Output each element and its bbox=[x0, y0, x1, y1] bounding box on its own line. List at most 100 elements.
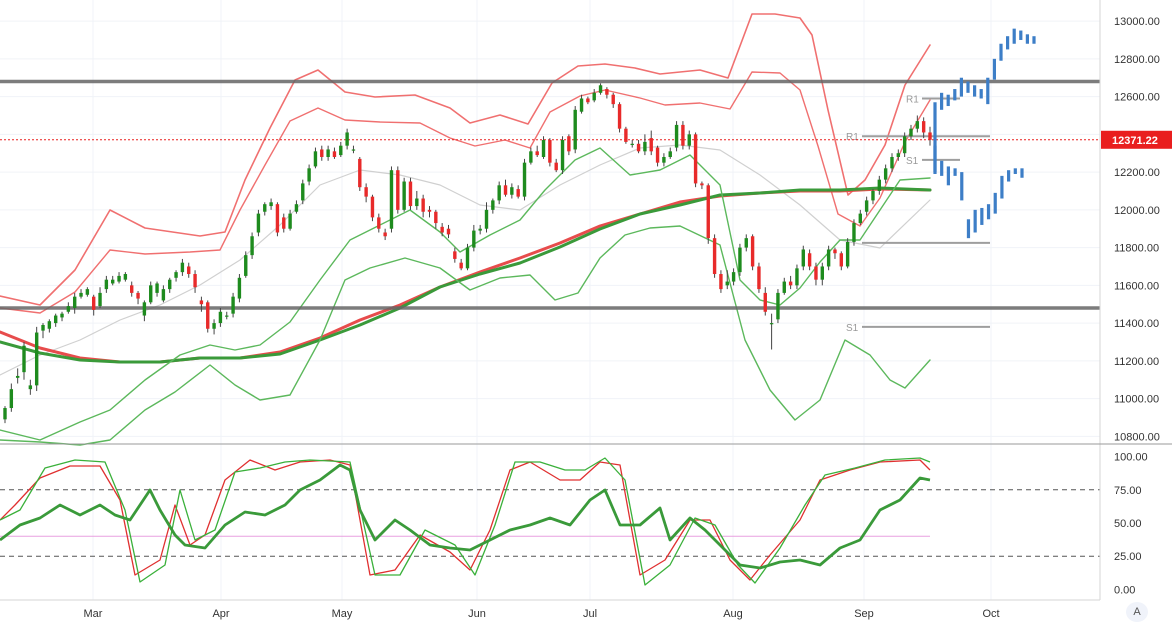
upper-band-outer bbox=[0, 13, 931, 306]
forecast-bar bbox=[986, 77, 990, 105]
candle-body bbox=[79, 292, 83, 297]
candle-body bbox=[206, 302, 210, 329]
forecast-bar bbox=[953, 168, 957, 176]
time-tick-label: Apr bbox=[212, 608, 229, 620]
candle-body bbox=[858, 213, 863, 224]
oscillator-layer bbox=[0, 457, 1100, 586]
price-tick-label: 11000.00 bbox=[1114, 394, 1159, 406]
candle-body bbox=[123, 274, 128, 280]
candle-body bbox=[744, 238, 748, 248]
forecast-bar bbox=[1032, 36, 1036, 44]
candle-body bbox=[529, 151, 533, 163]
candle-body bbox=[687, 134, 691, 146]
candle-body bbox=[560, 140, 565, 171]
candle-body bbox=[611, 94, 615, 105]
candle-body bbox=[617, 104, 622, 129]
candle-body bbox=[142, 302, 147, 316]
candle-body bbox=[383, 232, 387, 237]
osc-tick-label: 25.00 bbox=[1114, 551, 1142, 563]
candle-body bbox=[516, 189, 520, 197]
candle-body bbox=[579, 98, 584, 112]
candle-body bbox=[168, 279, 172, 290]
ma-green bbox=[0, 186, 932, 364]
forecast-bar bbox=[1025, 34, 1029, 44]
candle-body bbox=[820, 266, 824, 280]
candle-body bbox=[649, 138, 653, 152]
candle-body bbox=[731, 272, 736, 282]
candle-body bbox=[104, 279, 109, 290]
candle-body bbox=[636, 143, 641, 152]
candle-body bbox=[782, 281, 786, 293]
price-tick-label: 11400.00 bbox=[1114, 318, 1159, 330]
candle-body bbox=[275, 204, 280, 233]
candle-body bbox=[769, 323, 774, 325]
forecast-bar bbox=[966, 219, 971, 239]
candle-body bbox=[149, 285, 153, 303]
candle-body bbox=[415, 198, 419, 207]
last-price-label: 12371.22 bbox=[1112, 135, 1158, 147]
candle-body bbox=[909, 128, 913, 137]
osc-d-line bbox=[0, 457, 931, 586]
candle-body bbox=[706, 185, 710, 239]
candle-body bbox=[630, 143, 634, 145]
forecast-bar bbox=[1012, 28, 1016, 44]
auto-scale-button[interactable]: A bbox=[1126, 602, 1148, 622]
price-tick-label: 12600.00 bbox=[1114, 92, 1160, 104]
candle-body bbox=[301, 183, 305, 201]
candle-body bbox=[212, 323, 216, 329]
candle-body bbox=[535, 151, 539, 156]
candle-body bbox=[244, 255, 248, 276]
osc-tick-label: 100.00 bbox=[1114, 452, 1148, 464]
candle-body bbox=[668, 151, 672, 157]
candle-body bbox=[681, 124, 685, 146]
candle-body bbox=[294, 204, 299, 212]
candle-body bbox=[91, 296, 96, 310]
osc-tick-label: 50.00 bbox=[1114, 518, 1142, 530]
candle-body bbox=[788, 281, 793, 286]
forecast-bar bbox=[979, 89, 983, 99]
candle-body bbox=[408, 181, 413, 207]
candle-body bbox=[541, 140, 546, 157]
candle-body bbox=[776, 292, 780, 320]
candle-body bbox=[497, 185, 501, 201]
candle-body bbox=[199, 300, 204, 305]
candle-body bbox=[358, 158, 362, 188]
band-layer bbox=[0, 13, 932, 446]
forecast-bar bbox=[933, 102, 937, 173]
candle-body bbox=[389, 170, 394, 229]
candle-body bbox=[712, 238, 717, 275]
candle-body bbox=[351, 149, 356, 151]
candle-body bbox=[180, 262, 185, 273]
candle-body bbox=[15, 375, 20, 378]
forecast-bar bbox=[999, 43, 1003, 61]
forecast-bar bbox=[992, 58, 996, 80]
candle-body bbox=[22, 345, 26, 373]
candle-body bbox=[41, 324, 45, 331]
forecast-bar bbox=[953, 89, 957, 101]
candle-body bbox=[814, 266, 818, 280]
candle-body bbox=[364, 187, 368, 197]
candle-body bbox=[269, 202, 273, 207]
candle-body bbox=[890, 156, 894, 169]
candle-body bbox=[136, 292, 140, 299]
candle-body bbox=[605, 89, 609, 95]
osc-tick-label: 0.00 bbox=[1114, 584, 1135, 596]
candle-body bbox=[47, 321, 52, 329]
candle-body bbox=[510, 187, 514, 195]
upper-band-inner bbox=[0, 71, 931, 314]
pivot-label: R1 bbox=[846, 132, 859, 143]
forecast-bar bbox=[980, 207, 984, 225]
time-tick-label: Oct bbox=[982, 608, 999, 620]
candle-body bbox=[288, 213, 292, 229]
candle-body bbox=[85, 289, 90, 295]
candle-body bbox=[402, 181, 406, 210]
forecast-bar bbox=[940, 160, 944, 176]
price-tick-label: 12800.00 bbox=[1114, 54, 1160, 66]
candle-body bbox=[98, 292, 102, 307]
price-tick-label: 11600.00 bbox=[1114, 280, 1159, 292]
candle-body bbox=[763, 292, 767, 312]
candle-body bbox=[161, 289, 166, 301]
